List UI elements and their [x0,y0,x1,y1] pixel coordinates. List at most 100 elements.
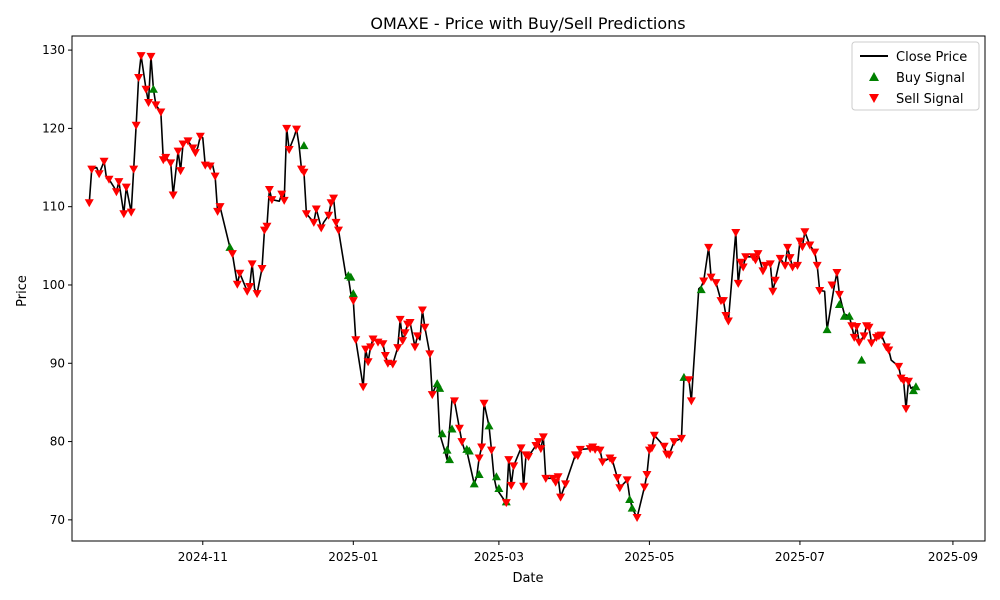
sell-signal-marker [684,376,694,385]
buy-signal-marker [911,382,921,391]
sell-signal-marker [299,168,309,177]
sell-signal-marker [378,340,388,349]
sell-signal-marker [538,433,548,442]
buy-signal-marker [822,325,832,334]
sell-signal-marker [156,108,166,117]
y-tick-label: 130 [42,43,65,57]
sell-signal-marker [427,391,437,400]
sell-signal-marker [785,254,795,263]
legend-buy-label: Buy Signal [896,71,965,86]
buy-signal-marker [491,472,501,481]
close-price-line [88,54,914,519]
sell-signal-marker [173,147,183,156]
sell-signal-marker [854,338,864,347]
sell-signal-marker [904,377,914,386]
sell-signal-marker [215,203,225,212]
sell-signal-marker [815,286,825,295]
sell-signal-marker [176,167,186,176]
x-tick-label: 2025-01 [328,550,378,564]
sell-signal-marker [301,210,311,219]
buy-signal-marker [447,424,457,433]
sell-signal-marker [267,196,277,205]
sell-signal-marker [849,333,859,342]
sell-signal-marker [501,499,511,508]
legend-sell-marker [869,94,879,103]
buy-signal-marker [346,272,356,281]
sell-signal-marker [331,218,341,227]
sell-signal-marker [87,165,97,174]
sell-signal-marker [126,208,136,217]
buy-signal-marker [225,242,235,251]
sell-signal-marker [99,157,109,166]
sell-signal-marker [479,399,489,408]
buy-signal-marker [494,484,504,493]
buy-signal-marker [474,469,484,478]
sell-signal-marker [351,336,361,345]
buy-signal-marker [464,446,474,455]
y-tick-label: 70 [50,513,65,527]
legend: Close Price Buy Signal Sell Signal [851,41,980,111]
buy-signal-marker [299,141,309,150]
sell-signal-marker [647,444,657,453]
sell-signal-marker [864,323,874,332]
sell-signal-marker [190,149,200,158]
sell-signal-marker [400,329,410,338]
y-tick-label: 100 [42,278,65,292]
sell-signal-marker [901,405,911,414]
sell-signal-marker [279,196,289,205]
sell-signal-marker [676,434,686,443]
sell-signal-marker [329,194,339,203]
sell-signal-marker [659,442,669,451]
sell-signal-marker [686,397,696,406]
sell-signal-marker [642,470,652,479]
sell-signal-marker [573,452,583,461]
buy-signal-marker [348,289,358,298]
sell-signal-marker [361,345,371,354]
sell-signal-marker [721,312,731,321]
sell-signal-marker [309,218,319,227]
sell-signal-marker [632,514,642,523]
sell-signal-marker [876,331,886,340]
sell-signal-marker [834,290,844,299]
sell-signal-marker [134,73,144,82]
sell-signal-marker [111,188,121,197]
sell-signal-marker [324,211,334,220]
buy-signal-marker [627,503,637,512]
sell-signal-marker [649,431,659,440]
sell-signal-marker [894,362,904,371]
sell-signal-marker [292,125,302,134]
sell-signal-marker [884,346,894,355]
sell-signal-marker [183,137,193,146]
buy-signal-marker [437,429,447,438]
sell-signal-marker [449,397,459,406]
sell-signal-marker [188,144,198,153]
sell-signal-marker [311,205,321,214]
sell-signal-marker [731,229,741,238]
sell-signal-marker [151,101,161,110]
sell-signal-marker [723,317,733,326]
sell-signal-marker [504,456,514,465]
buy-signal-marker [148,84,158,93]
sell-signal-marker [733,279,743,288]
sell-signal-marker [129,165,139,174]
legend-sell-label: Sell Signal [896,92,964,107]
sell-signal-marker [664,451,674,460]
buy-signal-marker [484,421,494,430]
sell-signal-marker [516,444,526,453]
sell-signal-marker [247,260,257,269]
sell-signal-marker [753,250,763,259]
sell-signal-marker [417,306,427,315]
x-tick-label: 2024-11 [178,550,228,564]
sell-signal-marker [536,445,546,454]
sell-signal-marker [775,254,785,263]
buy-signal-marker [696,285,706,294]
sell-signal-marker [205,162,215,171]
sell-signal-marker [615,484,625,493]
sell-signal-marker [227,250,237,259]
sell-signal-marker [598,458,608,467]
sell-signal-marker [519,482,529,491]
sell-signal-marker [235,269,245,278]
buy-signal-marker [844,311,854,320]
sell-signal-marker [669,438,679,447]
